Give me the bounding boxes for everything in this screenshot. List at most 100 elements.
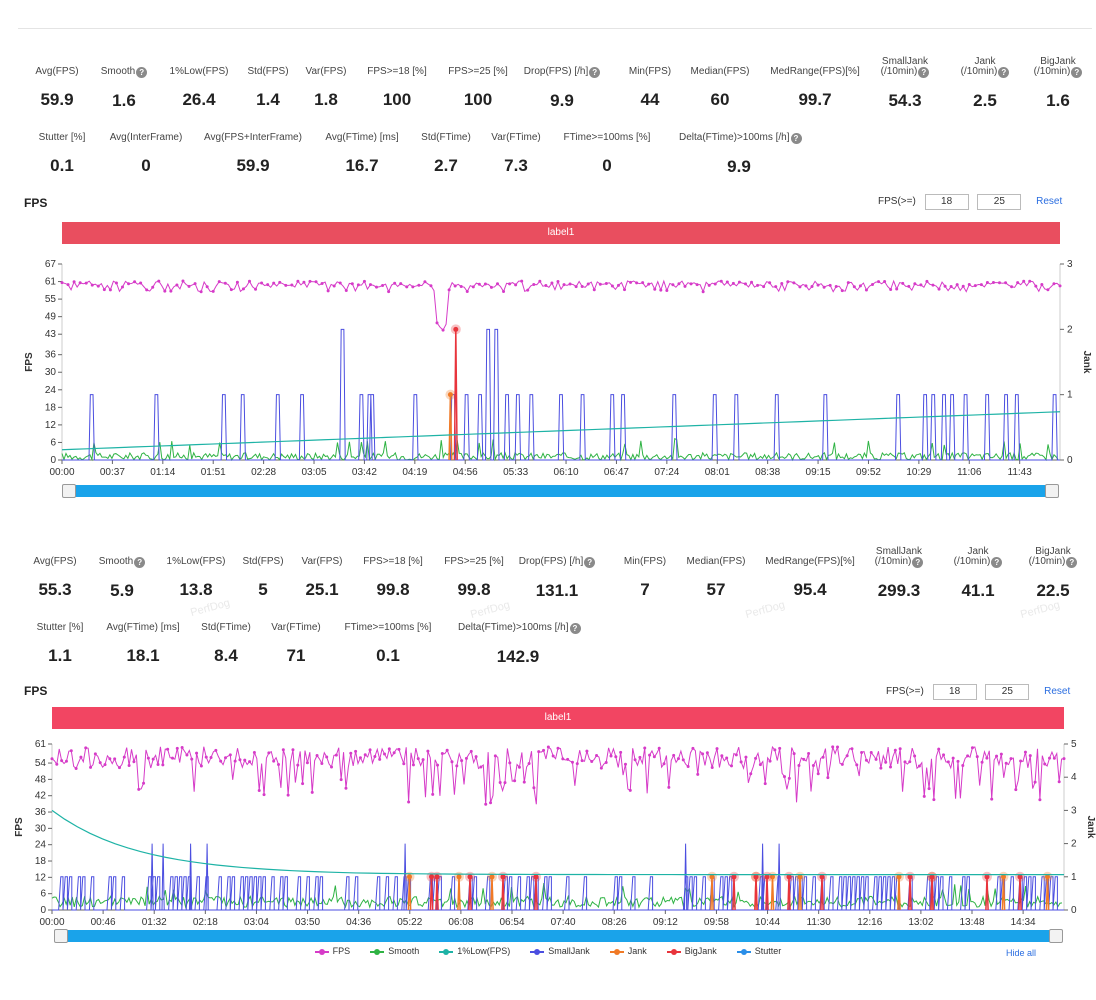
fps-threshold-controls: FPS(>=) 18 25 Reset xyxy=(878,194,1062,210)
series-fps-point xyxy=(691,746,695,750)
stat-label-text: Var(FPS) xyxy=(301,556,343,567)
series-fps-point xyxy=(756,283,760,287)
series-bigjank-marker xyxy=(786,874,792,880)
slider-handle-left-2[interactable] xyxy=(54,929,68,943)
x-tick-label: 01:14 xyxy=(150,467,175,478)
y2-tick-label: 3 xyxy=(1071,805,1077,816)
legend-swatch xyxy=(736,948,751,955)
series-fps-point xyxy=(157,279,161,283)
slider-handle-left[interactable] xyxy=(62,484,76,498)
help-icon[interactable]: ? xyxy=(136,67,148,78)
series-fps-point xyxy=(1052,282,1056,286)
y-tick-label: 42 xyxy=(35,791,47,802)
stat-fps-25: FPS>=25 [%] 100 xyxy=(418,67,538,110)
legend-item-smooth[interactable]: Smooth xyxy=(370,946,419,956)
series-fps-point xyxy=(816,283,820,287)
x-tick-label: 04:19 xyxy=(402,467,427,478)
series-fps-point xyxy=(217,280,221,284)
stat-value: 0.1 xyxy=(50,156,74,175)
series-fps-point xyxy=(163,289,167,293)
series-fps-point xyxy=(181,279,185,283)
series-fps-point xyxy=(315,753,319,757)
reset-button[interactable]: Reset xyxy=(1044,686,1071,697)
series-fps-point xyxy=(450,760,454,764)
series-bigjank-marker xyxy=(533,874,539,880)
help-icon[interactable]: ? xyxy=(912,557,924,568)
label-bar[interactable]: label1 xyxy=(62,222,1060,244)
series-fps-point xyxy=(667,785,671,789)
series-fps-point xyxy=(542,748,546,752)
stat-label-text: Median(FPS) xyxy=(690,66,750,77)
help-icon[interactable]: ? xyxy=(991,557,1003,568)
label-bar-2[interactable]: label1 xyxy=(52,707,1064,729)
fps-threshold-input-1[interactable]: 18 xyxy=(932,684,977,700)
series-fps-point xyxy=(235,280,239,284)
time-range-slider-2[interactable] xyxy=(54,930,1062,942)
series-smalljank-line xyxy=(62,328,1060,461)
help-icon[interactable]: ? xyxy=(1066,557,1078,568)
legend-item-smalljank[interactable]: SmallJank xyxy=(530,946,590,956)
series-fps-point xyxy=(1048,756,1052,760)
fps-threshold-input-2[interactable]: 25 xyxy=(985,684,1030,700)
x-tick-label: 02:28 xyxy=(251,467,276,478)
slider-handle-right[interactable] xyxy=(1045,484,1059,498)
series-fps-point xyxy=(1004,281,1008,285)
series-fps-point xyxy=(562,283,566,287)
series-fps-point xyxy=(350,282,354,286)
stat-label: Jank (/10min)? xyxy=(925,57,1045,78)
series-fps-point xyxy=(122,755,126,759)
series-fps-point xyxy=(170,756,174,760)
series-fps-point xyxy=(787,776,791,780)
slider-handle-right-2[interactable] xyxy=(1049,929,1063,943)
series-fps-point xyxy=(445,748,449,752)
help-icon[interactable]: ? xyxy=(998,67,1010,78)
x-tick-label: 07:24 xyxy=(654,467,679,478)
stat-label-text: Smooth xyxy=(100,66,136,77)
stat-value: 9.9 xyxy=(550,91,574,110)
legend-item-1-low-fps-[interactable]: 1%Low(FPS) xyxy=(439,946,510,956)
help-icon[interactable]: ? xyxy=(134,557,146,568)
stat-value: 299.3 xyxy=(877,581,921,600)
series-fps-point xyxy=(262,793,266,797)
series-fps-point xyxy=(517,765,521,769)
legend-item-fps[interactable]: FPS xyxy=(314,946,350,956)
help-icon[interactable]: ? xyxy=(918,67,930,78)
series-fps-point xyxy=(397,747,401,751)
fps-threshold-input-1[interactable]: 18 xyxy=(924,194,969,210)
x-tick-label: 01:51 xyxy=(201,467,226,478)
series-fps-point xyxy=(985,756,989,760)
stat-smalljank: SmallJank (/10min)? 299.3 xyxy=(839,547,959,601)
help-icon[interactable]: ? xyxy=(584,557,596,568)
stat-label: SmallJank (/10min)? xyxy=(845,57,965,78)
help-icon[interactable]: ? xyxy=(1071,67,1083,78)
legend-item-stutter[interactable]: Stutter xyxy=(736,946,781,956)
series-fps-point xyxy=(792,752,796,756)
x-tick-label: 08:01 xyxy=(705,467,730,478)
x-tick-label: 10:29 xyxy=(906,467,931,478)
fps-threshold-input-2[interactable]: 25 xyxy=(977,194,1022,210)
stat-label-text: FPS>=18 [%] xyxy=(367,66,427,77)
series-fps-point xyxy=(580,759,584,763)
series-fps-point xyxy=(665,288,669,292)
series-fps-point xyxy=(532,282,536,286)
help-icon[interactable]: ? xyxy=(790,133,802,144)
stat-avg-ftime-ms: Avg(FTime) [ms] 16.7 xyxy=(302,133,422,176)
legend-item-jank[interactable]: Jank xyxy=(609,946,647,956)
series-fps-point xyxy=(922,794,926,798)
series-fps-point xyxy=(79,755,83,759)
stat-drop-fps-h: Drop(FPS) [/h]? 131.1 xyxy=(497,557,617,601)
series-fps-point xyxy=(276,763,280,767)
hide-all-button[interactable]: Hide all xyxy=(1006,948,1037,958)
help-icon[interactable]: ? xyxy=(569,623,581,634)
time-range-slider[interactable] xyxy=(62,485,1058,497)
legend-swatch xyxy=(666,948,681,955)
series-fps-point xyxy=(931,283,935,287)
legend-item-bigjank[interactable]: BigJank xyxy=(666,946,717,956)
stat-label-text: Min(FPS) xyxy=(628,66,672,77)
series-fps-point xyxy=(344,786,348,790)
y-tick-label: 18 xyxy=(35,856,47,867)
reset-button[interactable]: Reset xyxy=(1036,196,1063,207)
help-icon[interactable]: ? xyxy=(589,67,601,78)
